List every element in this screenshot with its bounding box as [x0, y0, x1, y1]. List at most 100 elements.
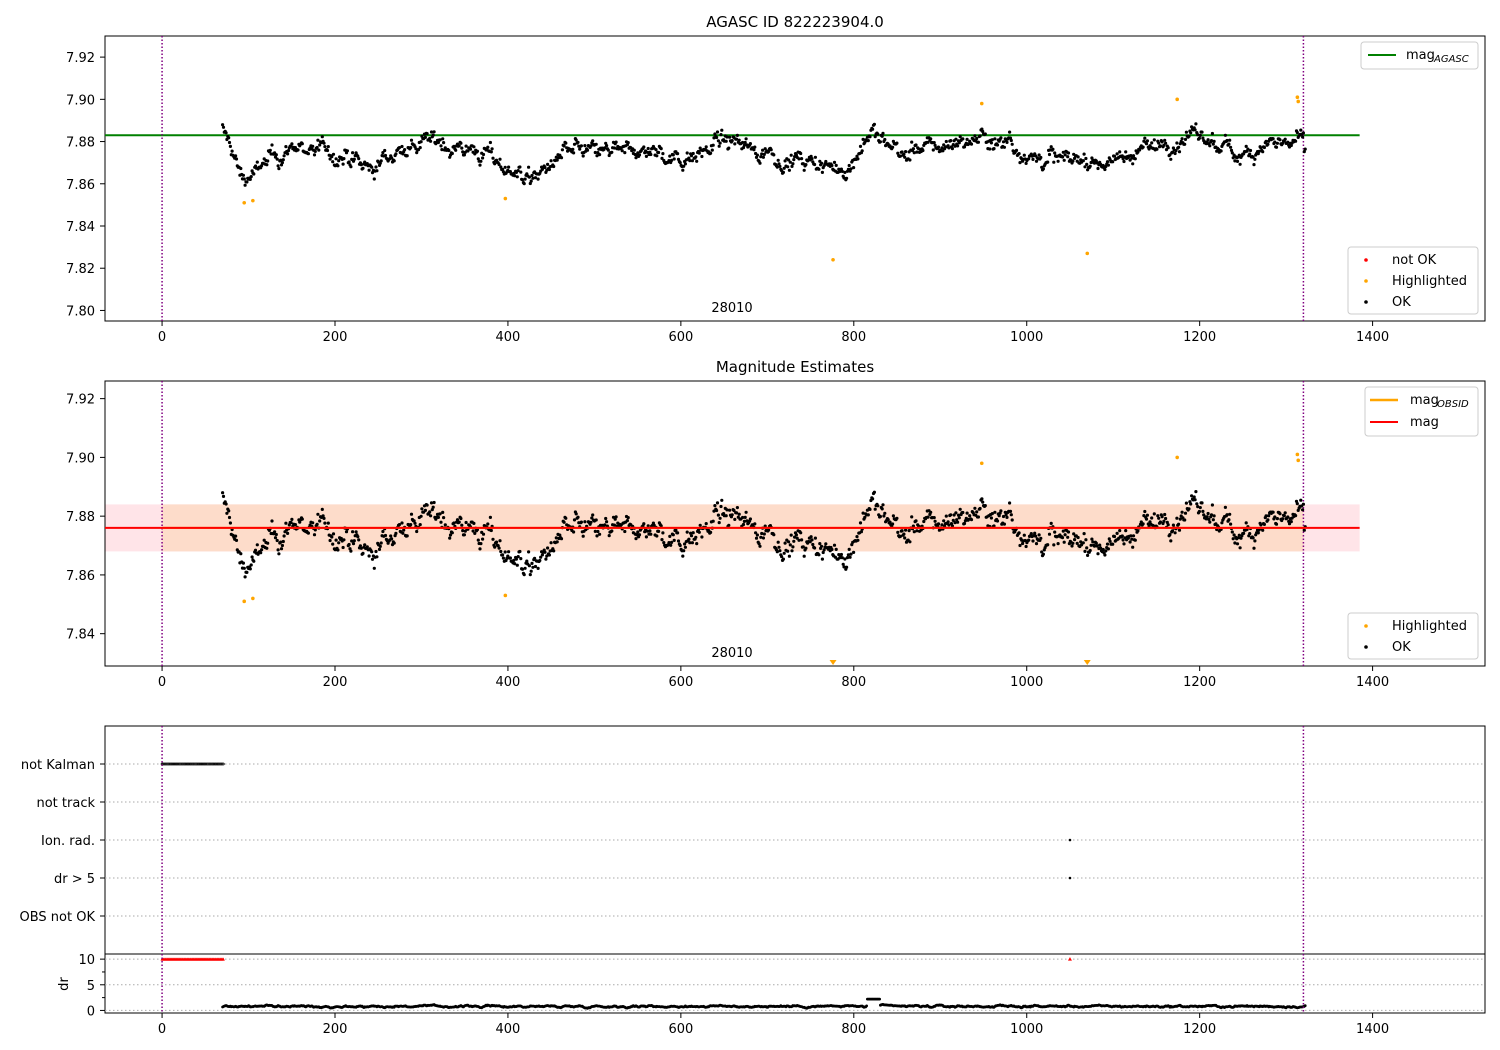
- ok-point: [473, 531, 477, 536]
- ok-point: [493, 162, 497, 166]
- ok-point: [1075, 541, 1079, 546]
- highlighted-point: [1295, 95, 1300, 100]
- ok-point: [320, 507, 324, 511]
- ok-point: [313, 149, 317, 153]
- ok-point: [606, 148, 610, 152]
- ok-point: [810, 157, 814, 161]
- ok-point: [902, 152, 906, 156]
- ok-point: [787, 158, 791, 162]
- ok-point: [543, 165, 547, 170]
- ok-point: [1196, 505, 1200, 509]
- ok-point: [1086, 553, 1090, 558]
- ok-point: [880, 507, 884, 511]
- ok-point: [1259, 523, 1263, 527]
- ok-point: [1274, 522, 1279, 526]
- ok-point: [460, 146, 464, 150]
- ok-point: [313, 528, 317, 532]
- ok-point: [741, 140, 745, 145]
- ok-point: [993, 137, 997, 141]
- ok-point: [995, 143, 1000, 147]
- ok-point: [1187, 134, 1191, 138]
- ok-point: [819, 161, 824, 165]
- ok-point: [669, 543, 673, 547]
- ok-point: [375, 555, 379, 559]
- ok-point: [491, 537, 495, 541]
- ok-point: [1001, 140, 1006, 144]
- ok-point: [512, 171, 516, 175]
- ok-point: [821, 550, 825, 555]
- ok-point: [248, 177, 252, 181]
- ok-point: [689, 534, 694, 538]
- ok-point: [1041, 552, 1045, 556]
- ok-point: [933, 519, 937, 523]
- ok-point: [957, 516, 961, 520]
- ok-point: [1118, 529, 1122, 533]
- ok-point: [1275, 141, 1279, 145]
- ok-point: [845, 565, 849, 569]
- ok-point: [843, 170, 847, 174]
- ok-point: [432, 500, 436, 505]
- ok-point: [1206, 138, 1210, 142]
- panel1-legend-mag: mag: [1406, 48, 1435, 63]
- ok-point: [612, 146, 617, 150]
- ok-point: [488, 140, 492, 145]
- ok-point: [654, 148, 658, 152]
- ok-point: [370, 171, 375, 175]
- ok-point: [755, 533, 760, 537]
- ok-point: [578, 147, 582, 151]
- ok-point: [331, 152, 336, 156]
- ok-point: [300, 142, 304, 146]
- ok-point: [530, 561, 534, 566]
- ok-point: [667, 541, 671, 545]
- ok-point: [910, 515, 914, 519]
- ok-point: [1264, 139, 1268, 143]
- ok-point: [786, 165, 790, 169]
- ok-point: [1177, 522, 1181, 526]
- ok-point: [591, 513, 595, 517]
- panel2-legend-bottom: Highlighted OK: [1347, 612, 1479, 660]
- ok-point: [859, 530, 864, 534]
- ok-point: [562, 520, 566, 524]
- ok-point: [289, 521, 293, 525]
- ok-point: [1099, 546, 1103, 550]
- ok-point: [626, 141, 630, 145]
- ok-point: [1024, 161, 1028, 165]
- ok-point: [704, 145, 708, 149]
- ok-point: [943, 524, 947, 528]
- ok-point: [1063, 533, 1067, 537]
- ok-point: [997, 514, 1001, 518]
- ok-point: [947, 146, 951, 150]
- ok-point: [743, 140, 747, 145]
- ok-point: [1160, 515, 1164, 519]
- ok-point: [252, 559, 256, 563]
- ok-point: [481, 152, 486, 157]
- agasc-magnitude-panel: AGASC ID 822223904.0 0 200 400 600 800 1000 12…: [66, 13, 1486, 345]
- panel3-marks: [100, 726, 1485, 954]
- ok-point: [953, 521, 957, 525]
- ok-point: [259, 551, 263, 555]
- ok-point: [488, 515, 492, 520]
- legend-not-ok: not OK: [1392, 253, 1437, 268]
- ok-point: [1286, 140, 1290, 144]
- ok-point: [683, 545, 688, 549]
- ok-point: [1002, 145, 1007, 149]
- ok-point: [830, 163, 834, 168]
- ok-point: [1189, 131, 1193, 135]
- ok-point: [1120, 154, 1124, 158]
- ok-point: [704, 522, 708, 526]
- ok-point: [533, 564, 538, 569]
- legend-ok: OK: [1392, 295, 1411, 310]
- ok-point: [799, 151, 803, 156]
- ok-point: [363, 160, 367, 164]
- ok-point: [442, 516, 446, 520]
- ok-point: [452, 144, 456, 148]
- ok-point: [1071, 159, 1075, 163]
- ok-point: [761, 536, 766, 540]
- ok-point: [820, 170, 825, 174]
- ok-point: [1111, 160, 1115, 164]
- ok-point: [1083, 549, 1087, 554]
- ok-point: [245, 180, 249, 184]
- ok-point: [339, 536, 343, 541]
- ok-point: [287, 523, 291, 527]
- ok-point: [1273, 515, 1277, 519]
